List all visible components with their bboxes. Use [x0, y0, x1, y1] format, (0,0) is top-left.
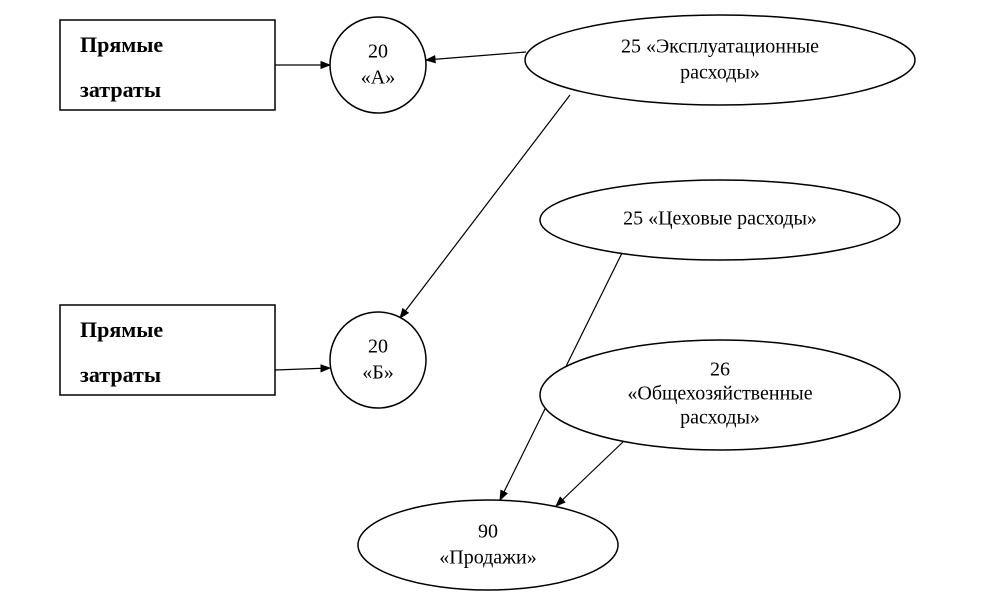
node-account-90: 90 «Продажи»	[358, 500, 618, 590]
circ2-shape	[330, 312, 426, 408]
ell1-line2: расходы»	[680, 62, 760, 84]
node-direct-costs-1: Прямые затраты	[60, 20, 275, 110]
rect2-line2: затраты	[80, 362, 161, 387]
circ1-shape	[330, 17, 426, 113]
ell4-shape	[358, 500, 618, 590]
ell4-line2: «Продажи»	[439, 547, 536, 569]
node-direct-costs-2: Прямые затраты	[60, 305, 275, 395]
node-account-26: 26 «Общехозяйственные расходы»	[540, 340, 900, 450]
edge-ell3-ell4	[556, 440, 625, 506]
node-account-25-operational: 25 «Эксплуатационные расходы»	[525, 15, 915, 105]
ell1-shape	[525, 15, 915, 105]
node-account-25-shop: 25 «Цеховые расходы»	[540, 180, 900, 260]
rect1-line2: затраты	[80, 77, 161, 102]
ell3-line3: расходы»	[680, 407, 760, 429]
edge-rect2-circ2	[275, 368, 330, 370]
edge-ell1-circ1	[426, 52, 526, 60]
ell3-line2: «Общехозяйственные	[627, 383, 812, 405]
ell2-line1: 25 «Цеховые расходы»	[623, 208, 817, 230]
node-account-20b: 20 «Б»	[330, 312, 426, 408]
circ2-line1: 20	[368, 336, 388, 358]
circ1-line2: «А»	[361, 67, 395, 89]
edge-ell1-circ2	[400, 95, 570, 318]
node-account-20a: 20 «А»	[330, 17, 426, 113]
ell3-line1: 26	[710, 359, 730, 381]
ell4-line1: 90	[478, 521, 498, 543]
cost-flow-diagram: Прямые затраты Прямые затраты 20 «А» 20 …	[0, 0, 990, 616]
circ2-line2: «Б»	[362, 362, 393, 384]
rect1-line1: Прямые	[80, 32, 163, 57]
circ1-line1: 20	[368, 41, 388, 63]
ell1-line1: 25 «Эксплуатационные	[621, 36, 819, 58]
rect2-line1: Прямые	[80, 317, 163, 342]
